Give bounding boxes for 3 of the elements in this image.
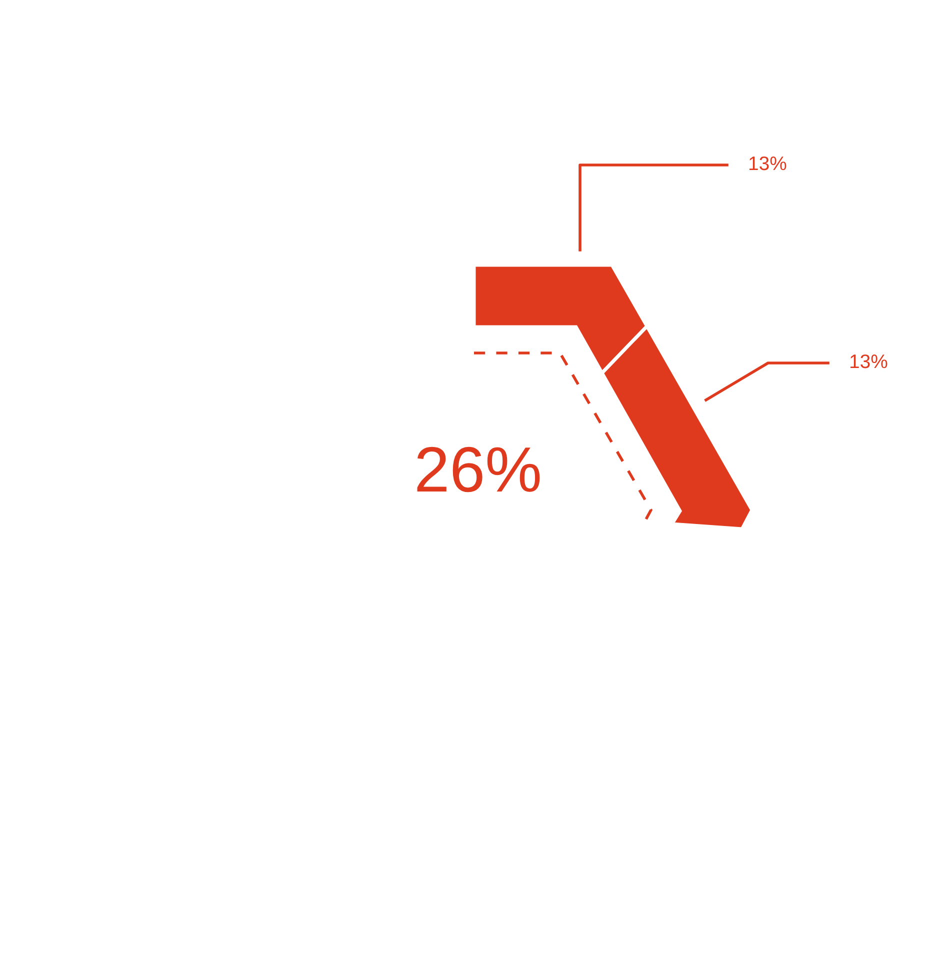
- data-label: 13%: [850, 354, 888, 368]
- data-label: 13%: [749, 156, 786, 170]
- text: 26%: [417, 446, 540, 492]
